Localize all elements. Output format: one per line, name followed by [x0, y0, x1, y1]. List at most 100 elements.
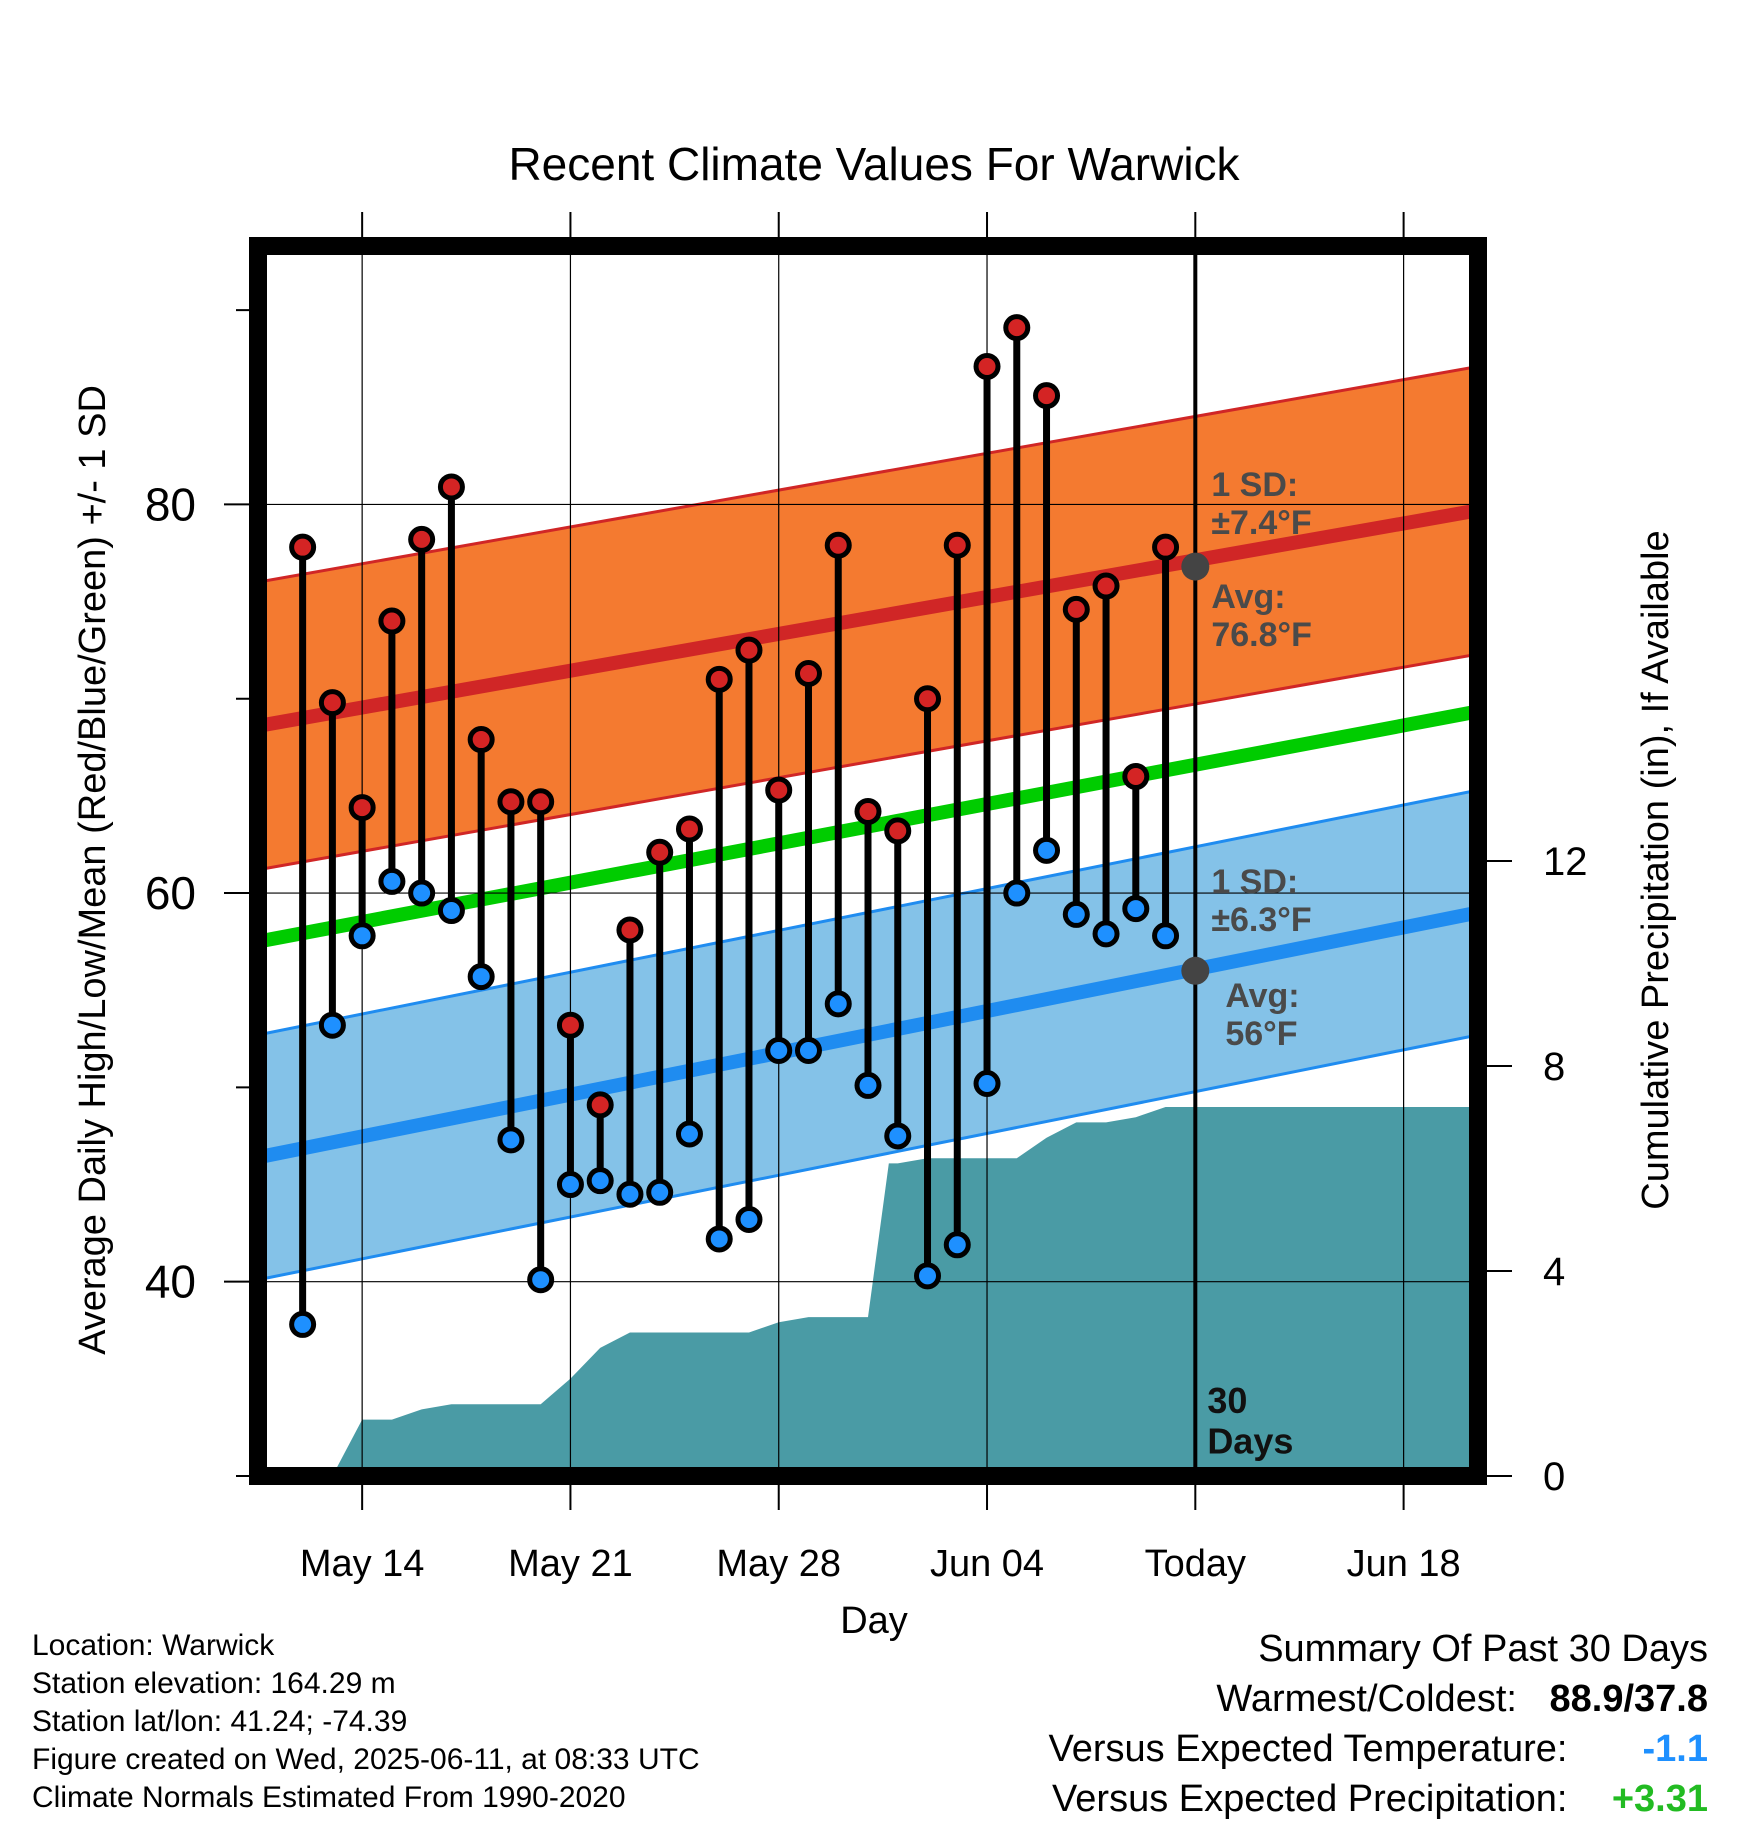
expected-high-point — [1181, 552, 1210, 581]
high-sd-band-lower-edge — [258, 652, 1478, 872]
high-point — [914, 685, 942, 713]
high-point — [646, 838, 674, 866]
y-tick-label: 60 — [145, 867, 196, 919]
temp-label: Versus Expected Temperature: — [1048, 1728, 1568, 1770]
low-point — [914, 1262, 942, 1290]
precip-label: Versus Expected Precipitation: — [1052, 1778, 1568, 1820]
high-point — [437, 473, 465, 501]
high-point — [497, 788, 525, 816]
temp-value: -1.1 — [1642, 1728, 1708, 1770]
y2-tick-label: 0 — [1543, 1455, 1565, 1499]
low-point — [973, 1069, 1001, 1097]
y2-tick-label: 4 — [1543, 1250, 1565, 1294]
low-point — [348, 922, 376, 950]
location-text: Location: Warwick — [32, 1629, 275, 1662]
low-point — [1033, 836, 1061, 864]
x-tick-label: Jun 04 — [930, 1543, 1044, 1585]
high-point — [824, 531, 852, 559]
summary-title: Summary Of Past 30 Days — [1258, 1628, 1708, 1670]
low-point — [675, 1120, 703, 1148]
low-sd-annotation: 1 SD: ±6.3°F — [1211, 863, 1311, 939]
high-point — [1122, 762, 1150, 790]
high-point — [884, 817, 912, 845]
low-point — [1062, 900, 1090, 928]
low-point — [884, 1122, 912, 1150]
high-point — [943, 531, 971, 559]
low-point — [378, 867, 406, 895]
normals-text: Climate Normals Estimated From 1990-2020 — [32, 1781, 626, 1814]
low-point — [318, 1011, 346, 1039]
y2-tick-label: 8 — [1543, 1045, 1565, 1089]
low-point — [556, 1171, 584, 1199]
high-point — [616, 916, 644, 944]
warmest-row: Warmest/Coldest: 88.9/37.8 — [1049, 1674, 1708, 1724]
low-point — [527, 1266, 555, 1294]
high-point — [765, 776, 793, 804]
y-axis-label: Average Daily High/Low/Mean (Red/Blue/Gr… — [72, 385, 114, 1355]
high-point — [348, 794, 376, 822]
high-point — [408, 525, 436, 553]
high-sd-annotation: 1 SD: ±7.4°F — [1211, 466, 1311, 542]
y-tick-label: 40 — [145, 1256, 196, 1308]
x-tick-label: May 28 — [716, 1543, 841, 1585]
low-point — [854, 1071, 882, 1099]
low-point — [794, 1036, 822, 1064]
x-tick-label: May 21 — [508, 1543, 633, 1585]
precip-area — [308, 1107, 1478, 1476]
x-tick-label: Jun 18 — [1347, 1543, 1461, 1585]
high-point — [735, 636, 763, 664]
low-point — [1122, 895, 1150, 923]
low-point — [467, 963, 495, 991]
high-point — [854, 797, 882, 825]
plot-area: 1 SD: ±7.4°F Avg: 76.8°F 1 SD: ±6.3°F Avg: 56°F… — [258, 246, 1478, 1476]
temp-row: Versus Expected Temperature: -1.1 — [1049, 1724, 1708, 1774]
low-point — [824, 990, 852, 1018]
plot-frame — [249, 237, 1487, 1485]
high-point — [1033, 382, 1061, 410]
high-point — [675, 815, 703, 843]
y2-axis-label: Cumulative Precipitation (in), If Availa… — [1635, 530, 1677, 1209]
low-avg-annotation: Avg: 56°F — [1225, 977, 1299, 1053]
period-annotation: 30 Days — [1207, 1380, 1293, 1461]
latlon-text: Station lat/lon: 41.24; -74.39 — [32, 1705, 408, 1738]
high-point — [318, 689, 346, 717]
high-point — [1003, 314, 1031, 342]
high-avg-annotation: Avg: 76.8°F — [1211, 578, 1312, 654]
high-point — [1152, 533, 1180, 561]
low-sd-band-lower-edge — [258, 1033, 1478, 1282]
expected-low-point — [1181, 956, 1210, 985]
low-point — [437, 897, 465, 925]
low-point — [1003, 879, 1031, 907]
high-point — [467, 726, 495, 754]
precip-value: +3.31 — [1611, 1778, 1708, 1820]
low-point — [1092, 920, 1120, 948]
x-tick-label: May 14 — [300, 1543, 425, 1585]
high-point — [1092, 572, 1120, 600]
y-tick-label: 80 — [145, 478, 196, 530]
low-point — [408, 879, 436, 907]
high-point — [705, 665, 733, 693]
high-point — [289, 533, 317, 561]
low-point — [765, 1036, 793, 1064]
low-point — [497, 1126, 525, 1154]
high-point — [973, 352, 1001, 380]
high-point — [794, 659, 822, 687]
high-point — [378, 607, 406, 635]
low-point — [586, 1167, 614, 1195]
high-point — [1062, 595, 1090, 623]
plot-content: 1 SD: ±7.4°F Avg: 76.8°F 1 SD: ±6.3°F Avg: 56°F… — [258, 246, 1478, 1476]
summary-panel: Summary Of Past 30 Days Warmest/Coldest:… — [1049, 1624, 1708, 1824]
low-point — [289, 1310, 317, 1338]
chart-title: Recent Climate Values For Warwick — [508, 138, 1240, 190]
y2-tick-label: 12 — [1543, 840, 1588, 884]
low-point — [705, 1225, 733, 1253]
low-point — [646, 1178, 674, 1206]
low-point — [1152, 922, 1180, 950]
precip-row: Versus Expected Precipitation: +3.31 — [1049, 1774, 1708, 1824]
normal-high-line — [258, 503, 1478, 733]
high-point — [586, 1091, 614, 1119]
high-point — [556, 1011, 584, 1039]
low-point — [943, 1231, 971, 1259]
low-point — [616, 1180, 644, 1208]
